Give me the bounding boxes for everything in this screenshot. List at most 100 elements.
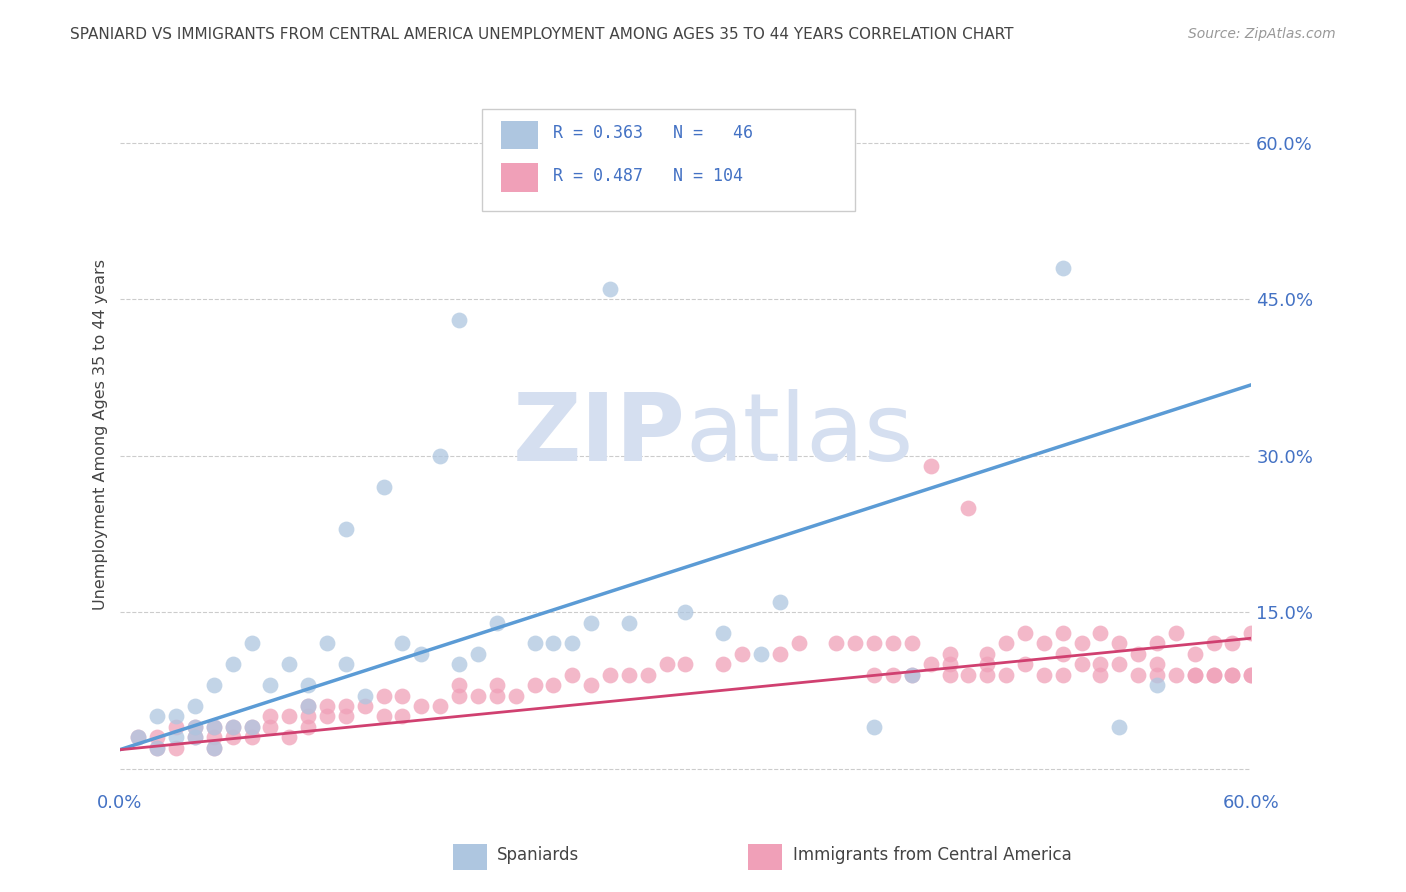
Point [1240,667,1263,681]
Point [1032,636,1054,650]
Point [222,720,245,734]
Point [297,709,319,723]
Point [278,731,301,745]
Point [391,689,413,703]
Point [863,636,886,650]
Point [391,636,413,650]
Point [543,678,565,692]
Point [825,636,848,650]
Point [222,731,245,745]
Point [297,698,319,713]
Point [165,709,187,723]
Point [222,657,245,672]
Point [938,667,960,681]
Point [184,731,207,745]
Point [1090,626,1112,640]
Point [202,720,225,734]
Point [391,709,413,723]
Text: ZIP: ZIP [513,389,686,481]
Point [1146,667,1168,681]
Point [485,678,508,692]
Text: atlas: atlas [686,389,914,481]
Point [373,689,395,703]
Point [202,740,225,755]
Point [711,657,734,672]
Point [675,605,697,619]
Point [900,667,922,681]
Point [749,647,772,661]
Point [579,678,602,692]
Text: Immigrants from Central America: Immigrants from Central America [793,847,1071,864]
Point [1184,647,1206,661]
Text: Source: ZipAtlas.com: Source: ZipAtlas.com [1188,27,1336,41]
Point [184,731,207,745]
Point [995,667,1018,681]
Point [184,720,207,734]
Point [353,689,375,703]
Point [844,636,866,650]
Point [731,647,754,661]
Point [579,615,602,630]
Point [1164,667,1187,681]
Point [711,626,734,640]
Point [637,667,659,681]
Point [184,698,207,713]
Point [240,731,263,745]
FancyBboxPatch shape [482,109,855,211]
Point [787,636,810,650]
Point [335,698,357,713]
Point [863,720,886,734]
Point [1014,626,1036,640]
Point [297,698,319,713]
Point [1184,667,1206,681]
Point [202,678,225,692]
Point [769,595,792,609]
Point [920,459,942,474]
Point [165,740,187,755]
Point [240,720,263,734]
Point [976,657,998,672]
Text: Spaniards: Spaniards [496,847,579,864]
Point [976,647,998,661]
Point [1146,636,1168,650]
Point [165,731,187,745]
Point [353,698,375,713]
Point [467,647,489,661]
Y-axis label: Unemployment Among Ages 35 to 44 years: Unemployment Among Ages 35 to 44 years [93,260,108,610]
Point [675,657,697,672]
Point [447,313,470,327]
Point [1070,657,1092,672]
Point [447,689,470,703]
Point [222,720,245,734]
Point [259,720,281,734]
FancyBboxPatch shape [453,844,488,870]
Point [447,657,470,672]
Point [617,667,640,681]
FancyBboxPatch shape [501,163,538,192]
Point [165,720,187,734]
Point [1202,636,1225,650]
Point [882,667,904,681]
Point [938,657,960,672]
Point [1108,657,1130,672]
Point [1184,667,1206,681]
Point [1014,657,1036,672]
Point [1090,667,1112,681]
Point [1052,647,1074,661]
Point [655,657,678,672]
Point [1202,667,1225,681]
Point [485,689,508,703]
Point [335,709,357,723]
Point [1052,626,1074,640]
Point [1070,636,1092,650]
Point [1240,626,1263,640]
Point [278,709,301,723]
Point [335,657,357,672]
Point [957,500,980,515]
Point [1202,667,1225,681]
FancyBboxPatch shape [501,120,538,149]
Point [1222,667,1244,681]
Point [1164,626,1187,640]
Point [146,740,169,755]
Point [335,522,357,536]
